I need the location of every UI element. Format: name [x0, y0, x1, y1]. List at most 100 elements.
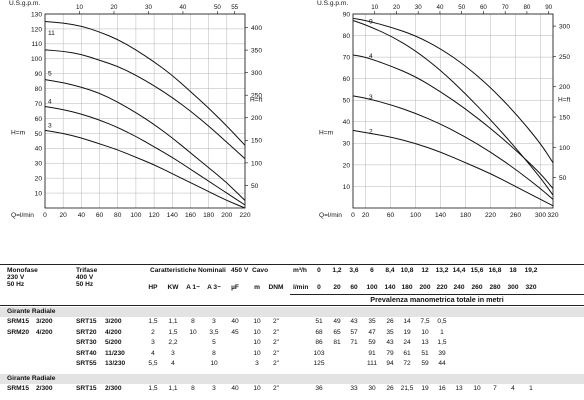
right-tick-label: 100 — [559, 145, 570, 152]
right-tick-label: 350 — [251, 47, 262, 54]
y-tick-label: 10 — [343, 184, 351, 191]
series-label: 3 — [48, 122, 52, 129]
cell-kw: 1,1 — [168, 318, 178, 325]
head-value: 94 — [386, 360, 394, 367]
top-tick-label: 50 — [214, 4, 221, 11]
x-axis-label: Q=l/min — [319, 212, 342, 219]
cell-a1: 8 — [191, 318, 195, 325]
right-tick-label: 100 — [251, 160, 262, 167]
top-axis-label: U.S.g.p.m. — [9, 0, 40, 7]
y-tick-label: 50 — [343, 98, 351, 105]
header-cavo: Cavo — [252, 267, 269, 274]
head-value: 14 — [403, 318, 411, 325]
head-value: 51 — [421, 349, 429, 357]
x-tick-label: 80 — [114, 212, 122, 219]
x-tick-label: 40 — [78, 212, 86, 219]
head-value: 21,5 — [400, 384, 414, 392]
head-value: 13 — [455, 384, 463, 392]
m3h-value: 14,4 — [452, 267, 466, 274]
x-tick-label: 0 — [43, 212, 47, 219]
stages-monofase: 3/200 — [36, 318, 53, 325]
header-m3h: m³/h — [293, 267, 307, 274]
head-value: 68 — [315, 328, 323, 336]
lmin-value: 0 — [317, 284, 321, 291]
m3h-value: 12 — [421, 267, 429, 274]
head-value: 103 — [313, 349, 325, 357]
head-value: 10 — [421, 328, 429, 336]
header-sub-rule — [290, 294, 584, 295]
cell-uf: 40 — [231, 384, 239, 392]
model-monofase: SRM15 — [7, 318, 29, 325]
top-tick-label: 40 — [179, 4, 186, 11]
head-value: 10 — [473, 384, 481, 392]
stages-trifase: 4/200 — [105, 328, 122, 336]
x-axis-label: Q=l/min — [11, 212, 34, 219]
head-value: 0,5 — [437, 318, 447, 325]
y-tick-label: 100 — [31, 56, 42, 63]
right-tick-label: 250 — [559, 54, 570, 61]
cell-a3: 3 — [212, 318, 216, 325]
x-tick-label: 320 — [547, 212, 558, 219]
right-tick-label: 200 — [559, 84, 570, 91]
head-value: 1,5 — [437, 339, 447, 346]
x-tick-label: 160 — [185, 212, 196, 219]
cell-m: 10 — [253, 384, 261, 392]
head-value: 49 — [333, 318, 341, 325]
plot-frame — [44, 13, 246, 209]
series-line — [352, 17, 554, 164]
cell-a3: 10 — [210, 360, 218, 367]
header-monofase-frequency: 50 Hz — [7, 281, 25, 288]
top-tick-label: 10 — [76, 4, 83, 11]
x-tick-label: 300 — [535, 212, 546, 219]
head-value: 57 — [350, 328, 358, 336]
header-trifase-voltage: 400 V — [76, 274, 94, 281]
col-uf: µF — [231, 284, 239, 291]
header-monofase-voltage: 230 V — [7, 274, 25, 281]
stages-monofase: 2/300 — [36, 384, 53, 392]
col-a3: A 3~ — [207, 284, 221, 291]
head-value: 13 — [421, 339, 429, 346]
cell-kw: 2,2 — [168, 339, 178, 346]
series-label: 9 — [369, 18, 373, 25]
m3h-value: 8,4 — [385, 267, 395, 274]
cell-a3: 3,5 — [209, 328, 219, 336]
model-trifase: SRT30 — [76, 339, 97, 346]
lmin-value: 220 — [436, 284, 448, 291]
head-value: 16 — [438, 384, 446, 392]
series-line — [352, 54, 554, 189]
lmin-value: 240 — [453, 284, 465, 291]
top-tick-label: 50 — [458, 4, 465, 11]
cell-dnm: 2" — [272, 328, 279, 336]
model-monofase: SRM20 — [7, 328, 29, 336]
x-tick-label: 220 — [239, 212, 250, 219]
cell-hp: 3 — [151, 339, 155, 346]
cell-hp: 4 — [151, 349, 155, 357]
head-value: 43 — [350, 318, 358, 325]
m3h-value: 10,8 — [400, 267, 414, 274]
stages-trifase: 5/200 — [105, 339, 122, 346]
head-value: 4 — [511, 384, 515, 392]
head-value: 111 — [366, 360, 378, 367]
stages-trifase: 3/200 — [105, 318, 122, 325]
header-caratteristiche: Caratteristiche Nominali — [150, 267, 226, 274]
head-value: 91 — [368, 349, 376, 357]
right-axis-label: H=ft — [250, 96, 262, 103]
series-line — [44, 106, 246, 206]
x-tick-label: 20 — [362, 212, 370, 219]
cell-kw: 4 — [171, 360, 175, 367]
head-value: 71 — [350, 339, 358, 346]
top-tick-label: 60 — [480, 4, 487, 11]
left-pump-curve-chart: 10 20 30 40 50 60 70 80 90 100 110 120 130 0 20 40 60 80 1… — [9, 0, 262, 219]
series-label: 11 — [48, 30, 55, 37]
col-dnm: DNM — [268, 284, 284, 291]
section-title: Girante Radiale — [7, 308, 56, 315]
m3h-value: 13,2 — [435, 267, 449, 274]
m3h-value: 3,6 — [349, 267, 359, 274]
series-line — [352, 95, 554, 200]
y-tick-label: 110 — [31, 41, 42, 48]
cell-m: 10 — [253, 349, 261, 357]
lmin-value: 300 — [507, 284, 519, 291]
right-tick-label: 150 — [251, 138, 262, 145]
x-tick-label: 100 — [130, 212, 141, 219]
